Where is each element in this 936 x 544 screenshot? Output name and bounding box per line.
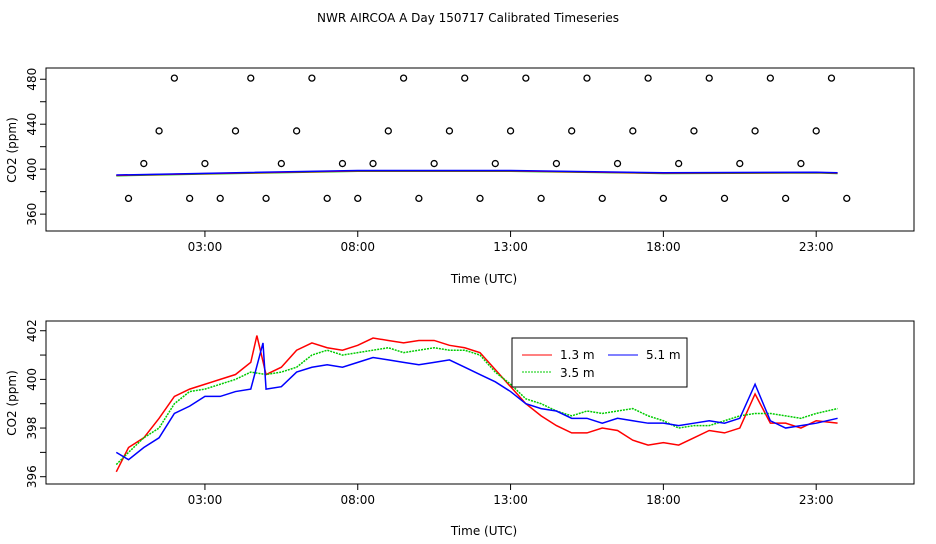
calibration-point	[705, 74, 713, 82]
calibration-point	[369, 159, 377, 168]
x-tick-label: 03:00	[188, 240, 223, 254]
top-x-axis-label: Time (UTC)	[450, 272, 517, 286]
y-tick-label: 396	[25, 465, 39, 488]
top-panel: 03:00 08:00 13:00 18:00 23:00 360 400 440 480 T…	[5, 67, 915, 286]
legend-box	[511, 337, 688, 388]
calibration-point	[170, 74, 179, 82]
calibration-point	[690, 127, 698, 135]
top-y-axis-label: CO2 (ppm)	[5, 117, 19, 183]
calibration-point	[216, 194, 224, 203]
y-tick-label: 400	[25, 158, 39, 181]
calibration-point	[247, 74, 255, 82]
calibration-point	[338, 159, 347, 168]
x-tick-label: 03:00	[188, 493, 223, 507]
calibration-point	[308, 74, 316, 82]
calibration-point	[659, 194, 668, 203]
calibration-point	[827, 74, 836, 82]
calibration-point	[277, 159, 285, 168]
calibration-point	[736, 159, 744, 168]
legend-label-1-3m: 1.3 m	[560, 348, 595, 362]
bottom-x-axis: 03:00 08:00 13:00 18:00 23:00	[188, 484, 834, 507]
calibration-point	[461, 74, 469, 82]
x-tick-label: 13:00	[493, 493, 528, 507]
calibration-point	[598, 194, 606, 203]
x-tick-label: 08:00	[340, 240, 375, 254]
y-tick-label: 402	[25, 319, 39, 342]
calibration-point	[552, 159, 561, 168]
series-line-1-3-m	[115, 335, 838, 473]
calibration-point	[140, 159, 148, 168]
calibration-point	[675, 159, 683, 168]
calibration-point	[155, 127, 163, 135]
calibration-point	[568, 127, 576, 135]
legend-label-3-5m: 3.5 m	[560, 366, 595, 380]
x-tick-label: 18:00	[646, 493, 681, 507]
calibration-point	[812, 127, 820, 135]
calibration-point	[415, 194, 423, 203]
calibration-point	[185, 194, 194, 203]
calibration-point	[445, 127, 454, 135]
bottom-plot-frame	[45, 320, 915, 485]
bottom-panel: 03:00 08:00 13:00 18:00 23:00 396 398 400 402 T…	[5, 319, 915, 538]
legend: 1.3 m 5.1 m 3.5 m	[511, 337, 688, 388]
calibration-point	[354, 194, 362, 203]
x-tick-label: 23:00	[799, 240, 834, 254]
calibration-point	[583, 74, 591, 82]
top-y-axis: 360 400 440 480	[25, 68, 46, 226]
bottom-y-axis: 396 398 400 402	[25, 319, 46, 488]
x-tick-label: 13:00	[493, 240, 528, 254]
x-tick-label: 08:00	[340, 493, 375, 507]
calibration-point	[522, 74, 530, 82]
calibration-point	[262, 194, 270, 203]
calibration-point	[720, 194, 729, 203]
calibration-point	[124, 194, 133, 203]
calibration-point	[613, 159, 622, 168]
y-tick-label: 400	[25, 368, 39, 391]
y-tick-label: 440	[25, 113, 39, 136]
y-tick-label: 360	[25, 203, 39, 226]
calibration-point	[292, 127, 301, 135]
calibration-point	[766, 74, 775, 82]
top-x-axis: 03:00 08:00 13:00 18:00 23:00	[188, 231, 834, 254]
calibration-point	[537, 194, 545, 203]
calibration-point	[491, 159, 499, 168]
series-line-3-5-m	[115, 346, 838, 466]
series-line-5-1-m	[115, 342, 838, 461]
calibration-point	[751, 127, 759, 135]
bottom-plot-marks	[115, 335, 838, 473]
calibration-point	[629, 127, 637, 135]
top-series-line-2	[116, 169, 838, 176]
calibration-point	[399, 74, 408, 82]
calibration-point	[384, 127, 392, 135]
calibration-point	[506, 127, 515, 135]
top-plot-frame	[45, 67, 915, 232]
x-tick-label: 18:00	[646, 240, 681, 254]
bottom-y-axis-label: CO2 (ppm)	[5, 370, 19, 436]
figure-title: NWR AIRCOA A Day 150717 Calibrated Times…	[317, 11, 619, 25]
calibration-point	[430, 159, 438, 168]
legend-label-5-1m: 5.1 m	[646, 348, 681, 362]
calibration-point	[843, 194, 851, 203]
calibration-point	[231, 127, 240, 135]
top-plot-marks	[116, 74, 851, 203]
y-tick-label: 480	[25, 68, 39, 91]
calibration-point	[644, 74, 652, 82]
y-tick-label: 398	[25, 417, 39, 440]
calibration-point	[201, 159, 209, 168]
calibration-point	[797, 159, 805, 168]
calibration-point	[476, 194, 484, 203]
calibration-point	[781, 194, 790, 203]
bottom-x-axis-label: Time (UTC)	[450, 524, 517, 538]
x-tick-label: 23:00	[799, 493, 834, 507]
calibration-point	[323, 194, 331, 203]
